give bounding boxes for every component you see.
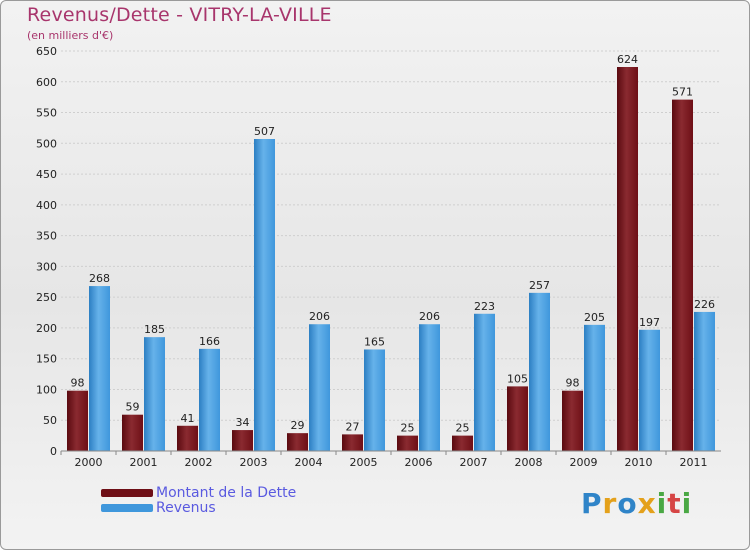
- label-dette-2005: 27: [346, 420, 360, 433]
- label-dette-2011: 571: [672, 86, 693, 99]
- label-dette-2007: 25: [456, 422, 470, 435]
- x-tick-label: 2005: [350, 456, 378, 469]
- x-tick-label: 2008: [515, 456, 543, 469]
- proxiti-logo: Proxiti: [581, 487, 692, 520]
- label-dette-2006: 25: [401, 422, 415, 435]
- label-dette-2001: 59: [126, 401, 140, 414]
- x-tick-label: 2004: [295, 456, 323, 469]
- x-tick-label: 2007: [460, 456, 488, 469]
- logo-letter: P: [581, 487, 603, 520]
- y-tick-label: 400: [36, 199, 57, 212]
- x-tick-label: 2010: [625, 456, 653, 469]
- logo-letter: i: [681, 487, 693, 520]
- bar-revenus-2008: [529, 292, 550, 451]
- y-tick-label: 50: [43, 414, 57, 427]
- bar-dette-2001: [122, 414, 143, 451]
- bar-revenus-2007: [474, 313, 495, 451]
- x-tick-label: 2006: [405, 456, 433, 469]
- y-tick-label: 100: [36, 383, 57, 396]
- y-tick-label: 200: [36, 322, 57, 335]
- label-dette-2004: 29: [291, 419, 305, 432]
- x-tick-label: 2003: [240, 456, 268, 469]
- bar-revenus-2010: [639, 329, 660, 451]
- y-tick-label: 250: [36, 291, 57, 304]
- legend-swatch-dette: [101, 489, 153, 497]
- y-tick-label: 300: [36, 260, 57, 273]
- label-revenus-2002: 166: [199, 335, 220, 348]
- bars: [67, 67, 715, 451]
- legend-label-dette: Montant de la Dette: [156, 485, 297, 501]
- label-dette-2009: 98: [566, 377, 580, 390]
- x-tick-label: 2001: [130, 456, 158, 469]
- chart-title: Revenus/Dette - VITRY-LA-VILLE: [27, 4, 332, 26]
- bar-dette-2010: [617, 67, 638, 451]
- label-revenus-2007: 223: [474, 300, 495, 313]
- label-revenus-2003: 507: [254, 125, 275, 138]
- bar-revenus-2011: [694, 311, 715, 451]
- y-tick-label: 600: [36, 76, 57, 89]
- label-dette-2002: 41: [181, 412, 195, 425]
- label-revenus-2010: 197: [639, 316, 660, 329]
- y-tick-label: 450: [36, 168, 57, 181]
- bar-dette-2011: [672, 99, 693, 451]
- legend-label-revenus: Revenus: [156, 500, 216, 516]
- logo-letter: t: [667, 487, 682, 520]
- label-revenus-2004: 206: [309, 310, 330, 323]
- y-tick-label: 550: [36, 107, 57, 120]
- label-dette-2008: 105: [507, 372, 528, 385]
- y-tick-label: 150: [36, 353, 57, 366]
- label-revenus-2006: 206: [419, 310, 440, 323]
- y-tick-label: 650: [36, 45, 57, 58]
- bar-revenus-2001: [144, 337, 165, 451]
- label-revenus-2000: 268: [89, 272, 110, 285]
- logo-letter: o: [617, 487, 638, 520]
- y-tick-label: 0: [50, 445, 57, 458]
- label-dette-2000: 98: [71, 377, 85, 390]
- logo-letter: x: [637, 487, 657, 520]
- label-revenus-2005: 165: [364, 335, 385, 348]
- label-revenus-2001: 185: [144, 323, 165, 336]
- bar-revenus-2009: [584, 324, 605, 451]
- bar-revenus-2006: [419, 324, 440, 451]
- y-tick-label: 350: [36, 230, 57, 243]
- bar-dette-2007: [452, 435, 473, 451]
- bar-dette-2004: [287, 433, 308, 451]
- bar-dette-2003: [232, 430, 253, 451]
- x-tick-label: 2011: [680, 456, 708, 469]
- value-labels: 98 268 59 185 41 166 34 507 29 206 27 165 25 206 25 223…: [71, 53, 716, 435]
- label-dette-2003: 34: [236, 416, 250, 429]
- bar-revenus-2005: [364, 349, 385, 451]
- logo-letter: i: [656, 487, 668, 520]
- label-dette-2010: 624: [617, 53, 638, 66]
- chart-subtitle: (en milliers d'€): [27, 29, 114, 42]
- label-revenus-2009: 205: [584, 311, 605, 324]
- grid-lines: [61, 50, 721, 452]
- bar-revenus-2004: [309, 324, 330, 451]
- bar-dette-2000: [67, 390, 88, 451]
- label-revenus-2008: 257: [529, 279, 550, 292]
- x-tick-label: 2000: [75, 456, 103, 469]
- bar-revenus-2002: [199, 348, 220, 451]
- label-revenus-2011: 226: [694, 298, 715, 311]
- bar-revenus-2000: [89, 286, 110, 451]
- bar-dette-2006: [397, 435, 418, 451]
- bar-revenus-2003: [254, 139, 275, 451]
- bar-dette-2002: [177, 425, 198, 451]
- x-tick-label: 2002: [185, 456, 213, 469]
- bar-dette-2005: [342, 434, 363, 451]
- legend-swatch-revenus: [101, 504, 153, 512]
- bar-dette-2009: [562, 390, 583, 451]
- logo-letter: r: [602, 487, 618, 520]
- bar-dette-2008: [507, 386, 528, 451]
- x-axis-ticks: 2000 2001 2002 2003 2004 2005 2006 2007 2008 2009…: [60, 451, 708, 469]
- y-axis-ticks: 0 50 100 150 200 250 300 350 400 450 500 550 600 650: [36, 45, 57, 458]
- x-tick-label: 2009: [570, 456, 598, 469]
- y-tick-label: 500: [36, 137, 57, 150]
